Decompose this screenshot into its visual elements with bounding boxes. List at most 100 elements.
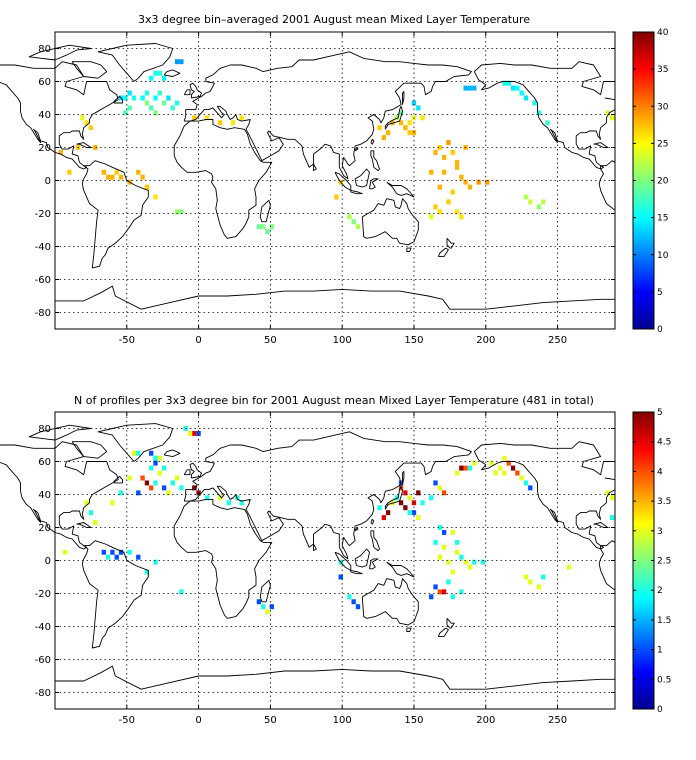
data-cell [347,214,352,220]
data-cell [261,604,266,610]
data-cell [467,465,473,471]
data-cell [153,70,158,76]
y-tick-label: 60 [38,77,51,88]
coastline [81,160,149,269]
data-cell [433,480,438,486]
coastline [598,165,616,211]
x-tick-label: 150 [404,715,423,726]
coastline [28,424,92,441]
y-tick-label: -60 [35,275,51,286]
coastline [437,627,449,637]
data-cell [196,430,201,436]
colorbar-ticks: 0 5 10 15 20 25 30 35 40 [633,28,669,335]
data-cell [416,515,421,521]
data-cell [459,174,464,180]
data-cell [67,169,72,175]
data-cell [454,164,460,170]
coastline [370,150,380,172]
data-cell [510,85,516,91]
data-cell [450,594,455,600]
coastline [350,189,363,195]
data-cell [454,209,460,215]
data-cell [454,549,460,555]
coastline [183,469,191,476]
data-cell [489,460,494,466]
data-cell [153,559,158,565]
data-cell [144,184,150,190]
colorbar-tick-label: 1 [657,646,663,656]
data-cell [429,169,434,175]
data-cell [144,100,150,106]
data-cell [394,115,399,121]
data-cell [101,549,106,555]
data-cell [261,224,266,230]
data-cell [398,485,404,491]
x-tick-label: -50 [119,715,135,726]
data-cell [149,75,154,81]
data-cell [153,480,158,486]
coastline [259,579,271,603]
colorbar-tick-label: 40 [657,28,669,38]
coastline [604,97,616,101]
data-cell [519,475,524,481]
coastline [113,95,123,104]
data-cell [192,485,197,491]
colorbar-tick-label: 15 [657,214,668,224]
y-tick-label: -20 [35,209,51,220]
colorbar [632,31,655,330]
x-tick-label: 150 [404,335,423,346]
data-cell [459,465,464,471]
coastline [163,69,181,77]
coastline [402,470,405,485]
data-cell [472,460,477,466]
data-cell [230,120,236,126]
coastline [384,105,403,130]
data-cell [166,95,171,101]
colorbar-tick-label: 3 [657,527,663,537]
data-cell [205,115,210,121]
coastline [370,518,375,525]
data-cell [157,90,162,96]
data-cell [609,495,615,501]
data-cell [170,105,175,111]
colorbar-tick-label: 30 [657,102,669,112]
data-cell [127,549,132,555]
data-cell [157,470,162,476]
coastline [350,569,363,575]
colorbar-tick-label: 1.5 [657,616,671,626]
data-cell [407,120,412,126]
coastline [76,142,92,148]
data-cells [58,59,615,235]
data-cell [398,500,404,506]
data-cell [502,455,507,461]
data-cell [433,204,438,210]
y-tick-label: 40 [38,490,51,501]
data-cell [441,169,447,175]
coastline [354,527,359,532]
colorbar-tick-label: 0 [657,705,663,715]
data-cell [437,554,442,560]
data-cell [58,149,63,155]
data-cell [88,510,94,516]
y-tick-label: 0 [45,556,51,567]
data-cell [450,529,455,535]
coastline [384,485,403,510]
data-cell [429,214,434,220]
colorbar [632,411,655,710]
coastline [473,441,615,476]
data-cell [80,115,85,121]
data-cell [127,475,132,481]
data-cell [467,564,473,570]
coastline [361,578,419,626]
data-cell [403,125,408,131]
coastline [598,545,616,591]
coastline [173,498,273,619]
data-cell [355,224,361,230]
data-cell [157,70,162,76]
colorbar-tick-label: 4 [657,467,663,477]
data-cell [149,105,154,111]
data-cell [105,554,111,560]
data-cell [502,80,507,86]
data-cell [437,209,442,215]
data-cell [454,159,460,165]
